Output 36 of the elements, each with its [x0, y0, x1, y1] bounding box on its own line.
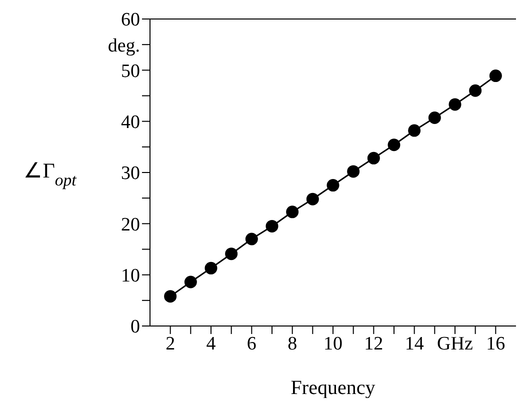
y-tick-label: deg.	[108, 35, 140, 56]
x-tick-label: 16	[486, 333, 506, 354]
point	[367, 152, 380, 164]
point	[306, 192, 319, 206]
y-axis-title: ∠Γ$_{opt}$	[24, 158, 77, 190]
x-tick-label: 6	[246, 333, 256, 354]
point	[245, 232, 258, 246]
x-tick-label: 10	[324, 333, 342, 354]
x-tick-label: 2	[166, 333, 176, 354]
y-tick-label: 60	[121, 10, 140, 31]
point	[347, 165, 360, 178]
point	[184, 276, 197, 288]
point	[408, 124, 421, 137]
y-tick-label: 20	[121, 214, 140, 236]
x-tick-label: 14	[404, 333, 424, 354]
y-tick-label: 30	[121, 163, 140, 184]
point	[164, 290, 177, 303]
point	[469, 84, 482, 97]
y-tick-label: 0	[130, 316, 140, 338]
point	[428, 112, 441, 124]
x-tick-label: 12	[364, 333, 384, 354]
x-tick-label: 8	[288, 333, 298, 354]
point	[286, 206, 299, 218]
point	[204, 262, 218, 274]
point	[266, 220, 278, 232]
x-axis-title: Frequency	[290, 377, 376, 399]
y-tick-label: 50	[121, 60, 140, 82]
point	[326, 179, 340, 192]
point	[448, 98, 462, 111]
point	[388, 138, 400, 152]
x-tick-label: GHz	[437, 333, 473, 354]
x-tick-label: 4	[206, 333, 216, 354]
y-tick-label: 10	[121, 266, 140, 287]
y-tick-label: 40	[121, 112, 140, 134]
point	[489, 70, 502, 82]
point	[225, 248, 238, 260]
